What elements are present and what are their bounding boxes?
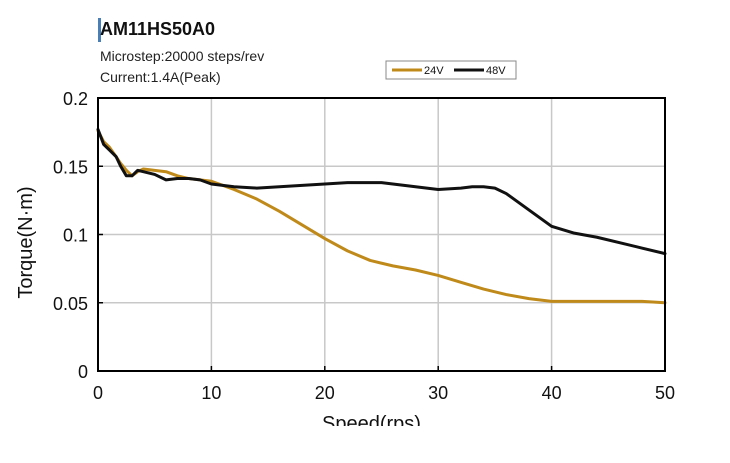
y-tick-label: 0.2 [63, 89, 88, 109]
x-tick-label: 10 [201, 383, 221, 403]
axes-layer [97, 97, 666, 372]
y-tick-label: 0.1 [63, 226, 88, 246]
series-line-24v [96, 129, 667, 305]
chart-subtitle-current: Current:1.4A(Peak) [100, 69, 221, 85]
series-line-48v [96, 127, 667, 256]
y-tick-label: 0 [78, 362, 88, 382]
legend-box [385, 60, 517, 80]
legend-label-24v: 24V [424, 65, 444, 77]
labels-layer: 0 10 20 30 40 50 0 0.05 0.1 0.15 0.2 Speed(rps) Torq… [15, 89, 675, 435]
series-layer [96, 127, 667, 305]
x-tick-label: 20 [315, 383, 335, 403]
x-tick-label: 50 [655, 383, 675, 403]
chart-title: AM11HS50A0 [100, 19, 216, 39]
legend-label-48v: 48V [486, 65, 506, 77]
x-tick-label: 0 [93, 383, 103, 403]
legend: 24V 48V [385, 60, 517, 80]
x-tick-label: 40 [542, 383, 562, 403]
x-tick-label: 30 [428, 383, 448, 403]
x-axis-title: Speed(rps) [322, 413, 421, 435]
chart-subtitle-microstep: Microstep:20000 steps/rev [100, 48, 265, 64]
title-accent-bar [98, 18, 101, 42]
y-tick-label: 0.05 [53, 294, 88, 314]
y-axis-title: Torque(N·m) [15, 186, 37, 298]
y-tick-label: 0.15 [53, 157, 88, 177]
